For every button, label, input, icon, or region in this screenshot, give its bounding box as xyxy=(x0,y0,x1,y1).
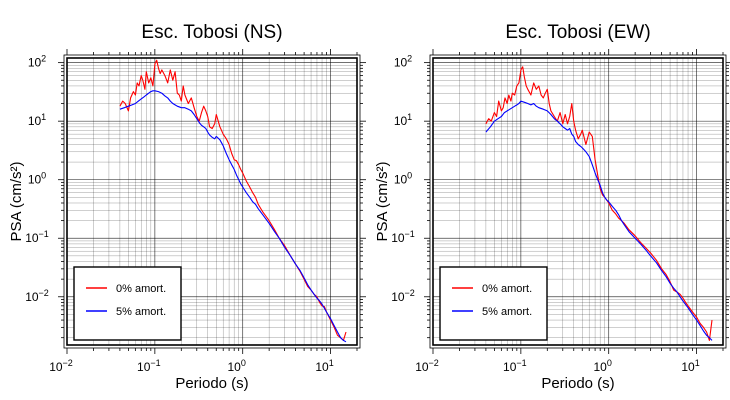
y-tick-label: 102 xyxy=(394,54,412,70)
tick-exponent: 2 xyxy=(407,54,412,64)
series-line-amort-5 xyxy=(119,90,347,343)
plot-frame-outer xyxy=(63,54,361,349)
tick-exponent: −2 xyxy=(39,288,49,298)
tick-base: 10 xyxy=(28,173,42,187)
tick-base: 10 xyxy=(394,173,408,187)
grid xyxy=(66,58,358,345)
tick-exponent: 1 xyxy=(407,112,412,122)
tick-exponent: −1 xyxy=(405,229,415,239)
tick-base: 10 xyxy=(394,114,408,128)
tick-exponent: −1 xyxy=(516,358,526,368)
series-line-amort-0 xyxy=(485,66,713,341)
y-tick-label: 10−2 xyxy=(25,288,49,304)
x-tick-label: 100 xyxy=(228,358,246,374)
tick-base: 10 xyxy=(28,56,42,70)
x-tick-label: 101 xyxy=(681,358,699,374)
tick-exponent: −2 xyxy=(63,358,73,368)
tick-base: 10 xyxy=(25,290,39,304)
x-tick-label: 100 xyxy=(594,358,612,374)
tick-exponent: 2 xyxy=(41,54,46,64)
tick-exponent: −1 xyxy=(39,229,49,239)
legend-label: 5% amort. xyxy=(116,306,166,318)
tick-exponent: −2 xyxy=(405,288,415,298)
tick-base: 10 xyxy=(28,114,42,128)
y-tick-label: 10−2 xyxy=(391,288,415,304)
y-tick-label: 100 xyxy=(28,171,46,187)
legend-label: 0% amort. xyxy=(482,283,532,295)
legend-label: 5% amort. xyxy=(482,306,532,318)
y-axis-label: PSA (cm/s²) xyxy=(8,161,25,241)
y-tick-label: 101 xyxy=(28,112,46,128)
y-tick-label: 10−1 xyxy=(25,229,49,245)
tick-base: 10 xyxy=(25,231,39,245)
series-line-amort-0 xyxy=(119,59,347,341)
x-tick-label: 101 xyxy=(315,358,333,374)
tick-exponent: 0 xyxy=(41,171,46,181)
tick-base: 10 xyxy=(391,290,405,304)
y-tick-label: 101 xyxy=(394,112,412,128)
tick-base: 10 xyxy=(394,56,408,70)
chart-title: Esc. Tobosi (NS) xyxy=(141,22,282,43)
tick-exponent: −2 xyxy=(429,358,439,368)
plot-frame-outer xyxy=(429,54,727,349)
grid xyxy=(432,58,724,345)
legend-label: 0% amort. xyxy=(116,283,166,295)
x-tick-label: 10−2 xyxy=(49,358,73,374)
tick-base: 10 xyxy=(137,360,151,374)
tick-base: 10 xyxy=(681,360,695,374)
x-axis-label: Periodo (s) xyxy=(541,375,614,392)
y-tick-label: 100 xyxy=(394,171,412,187)
x-tick-label: 10−1 xyxy=(503,358,527,374)
legend: 0% amort. 5% amort. xyxy=(73,266,182,341)
y-tick-label: 102 xyxy=(28,54,46,70)
tick-base: 10 xyxy=(415,360,429,374)
tick-base: 10 xyxy=(594,360,608,374)
y-tick-label: 10−1 xyxy=(391,229,415,245)
tick-exponent: 1 xyxy=(41,112,46,122)
x-tick-label: 10−1 xyxy=(137,358,161,374)
tick-base: 10 xyxy=(391,231,405,245)
ticks xyxy=(58,49,366,354)
series-line-amort-5 xyxy=(485,100,713,341)
tick-exponent: 0 xyxy=(407,171,412,181)
ticks xyxy=(424,49,730,354)
x-axis-label: Periodo (s) xyxy=(175,375,248,392)
series-group xyxy=(485,66,713,341)
tick-base: 10 xyxy=(228,360,242,374)
tick-exponent: 1 xyxy=(695,358,700,368)
legend: 0% amort. 5% amort. xyxy=(439,266,548,341)
tick-exponent: 0 xyxy=(241,358,246,368)
plot-frame xyxy=(66,57,358,346)
chart-title: Esc. Tobosi (EW) xyxy=(505,22,650,43)
tick-exponent: 0 xyxy=(607,358,612,368)
legend-box xyxy=(439,266,548,341)
tick-base: 10 xyxy=(49,360,63,374)
tick-base: 10 xyxy=(315,360,329,374)
tick-exponent: 1 xyxy=(329,358,334,368)
plot-frame xyxy=(432,57,724,346)
series-group xyxy=(119,59,347,343)
y-axis-label: PSA (cm/s²) xyxy=(374,161,391,241)
legend-box xyxy=(73,266,182,341)
tick-base: 10 xyxy=(503,360,517,374)
x-tick-label: 10−2 xyxy=(415,358,439,374)
tick-exponent: −1 xyxy=(150,358,160,368)
